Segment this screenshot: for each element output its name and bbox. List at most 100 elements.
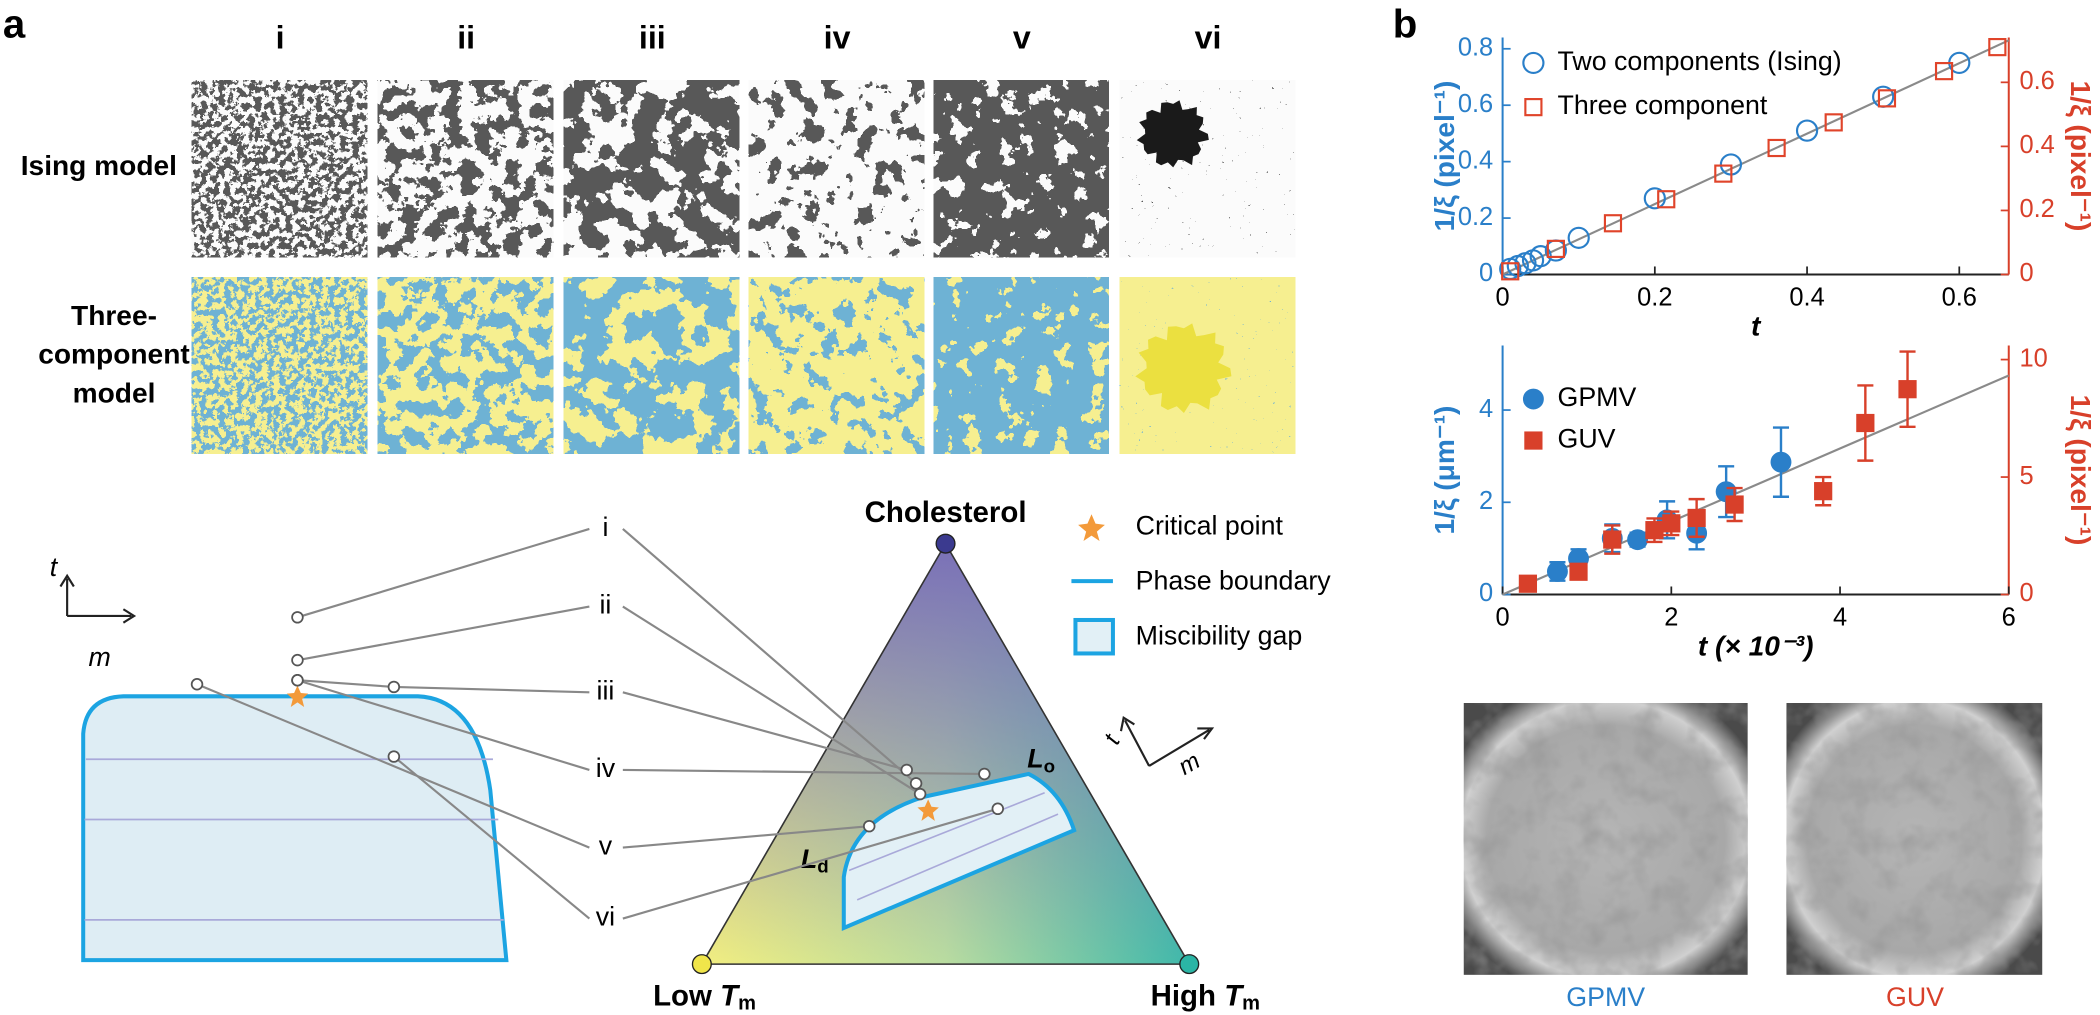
column-label: vi	[1195, 20, 1222, 56]
x-tick-label: 2	[1664, 603, 1678, 631]
y2-axis-label: 1/ξ (pixel⁻¹)	[2065, 395, 2096, 546]
y-axis-label: 1/ξ (pixel⁻¹)	[1429, 81, 1460, 232]
state-point	[387, 680, 401, 694]
critical-point	[286, 685, 309, 708]
legend-marker	[1524, 98, 1543, 117]
x-tick-label: 6	[2002, 603, 2016, 631]
marker	[1567, 226, 1590, 249]
state-point	[913, 787, 927, 801]
marker	[1546, 561, 1568, 582]
y-axis-label: 1/ξ (μm⁻¹)	[1429, 406, 1460, 535]
marker	[1814, 482, 1833, 501]
legend-marker	[1522, 388, 1544, 410]
domain	[1136, 100, 1209, 168]
label-part: Low	[653, 979, 720, 1012]
y-tick-label: 2	[1479, 487, 1493, 515]
label-part: High	[1151, 979, 1225, 1012]
state-label: vi	[596, 902, 615, 932]
connector	[622, 605, 921, 795]
x-tick-label: 0.4	[1789, 283, 1824, 311]
critical-point	[917, 799, 939, 821]
y2-tick-label: 0.2	[2019, 195, 2054, 223]
marker	[1856, 413, 1875, 433]
grid-image	[563, 80, 740, 258]
marker	[1569, 562, 1588, 581]
label-part: L	[1027, 744, 1043, 774]
phase-label: Lo	[1027, 744, 1055, 777]
grid-image	[191, 80, 368, 258]
state-point	[291, 653, 304, 667]
schematic-axes	[59, 573, 137, 624]
grid-image	[191, 277, 368, 454]
grid-image	[1119, 80, 1296, 258]
x-tick-label: 0.2	[1637, 283, 1672, 311]
state-label: i	[602, 512, 608, 542]
legend-box	[1073, 617, 1115, 656]
state-point	[291, 674, 304, 687]
label-part: d	[817, 856, 828, 877]
marker	[1770, 451, 1792, 473]
y-tick-label: 0	[1479, 259, 1493, 287]
vertex	[935, 533, 956, 554]
label-part: T	[720, 979, 741, 1012]
image-label: GUV	[1886, 982, 1944, 1012]
legend-star	[1078, 514, 1105, 541]
axis-label: t	[50, 552, 59, 582]
axis-label: t	[1099, 729, 1127, 749]
marker	[1501, 262, 1520, 281]
vertex	[1179, 954, 1200, 975]
marker	[1643, 187, 1666, 210]
y2-tick-label: 0	[2019, 259, 2033, 287]
legend-text: Miscibility gap	[1136, 620, 1303, 650]
connector	[297, 679, 590, 771]
connector	[393, 755, 591, 920]
y2-tick-label: 10	[2019, 344, 2047, 372]
y2-axis-label: 1/ξ (pixel⁻¹)	[2065, 81, 2096, 232]
vertex	[691, 954, 712, 975]
micrograph-texture	[1463, 703, 1748, 975]
y-tick-label: 0.6	[1458, 90, 1493, 118]
y-tick-label: 0.4	[1458, 146, 1493, 174]
column-label: v	[1013, 20, 1031, 56]
ternary-triangle	[700, 542, 1191, 965]
legend-marker	[1522, 51, 1545, 75]
phase-label: Ld	[801, 844, 829, 877]
column-label: iii	[639, 20, 666, 56]
marker	[1627, 529, 1649, 551]
y2-tick-label: 0.6	[2019, 67, 2054, 95]
marker	[1687, 508, 1706, 528]
x-axis-label: t	[1751, 310, 1762, 341]
y-tick-label: 4	[1479, 395, 1493, 423]
panel-label: a	[3, 1, 26, 46]
domain	[1135, 323, 1232, 413]
marker	[1657, 190, 1676, 209]
vertex-label: Low Tm	[653, 979, 756, 1014]
marker	[1603, 530, 1622, 549]
marker	[1714, 164, 1733, 183]
marker	[1934, 62, 1954, 81]
grid-image	[563, 277, 740, 454]
label-part: o	[1044, 755, 1055, 776]
connectors	[196, 527, 999, 920]
grid-image	[748, 277, 925, 454]
x-tick-label: 4	[1833, 603, 1847, 631]
marker	[1795, 119, 1819, 142]
tie-lines	[848, 791, 1059, 901]
connector	[622, 528, 917, 785]
column-label: i	[276, 20, 285, 56]
state-point	[900, 763, 913, 777]
marker	[1662, 514, 1681, 533]
micrograph-texture	[1786, 703, 2043, 975]
fit-line	[1502, 39, 2010, 276]
marker	[1518, 574, 1538, 593]
marker	[1645, 521, 1664, 540]
grid-image	[377, 277, 554, 454]
grid-image	[748, 80, 925, 258]
legend-text: Three component	[1557, 90, 1767, 120]
tie-lines	[84, 758, 504, 921]
connector	[297, 679, 394, 689]
connector	[297, 527, 590, 619]
grid-image	[933, 277, 1109, 454]
